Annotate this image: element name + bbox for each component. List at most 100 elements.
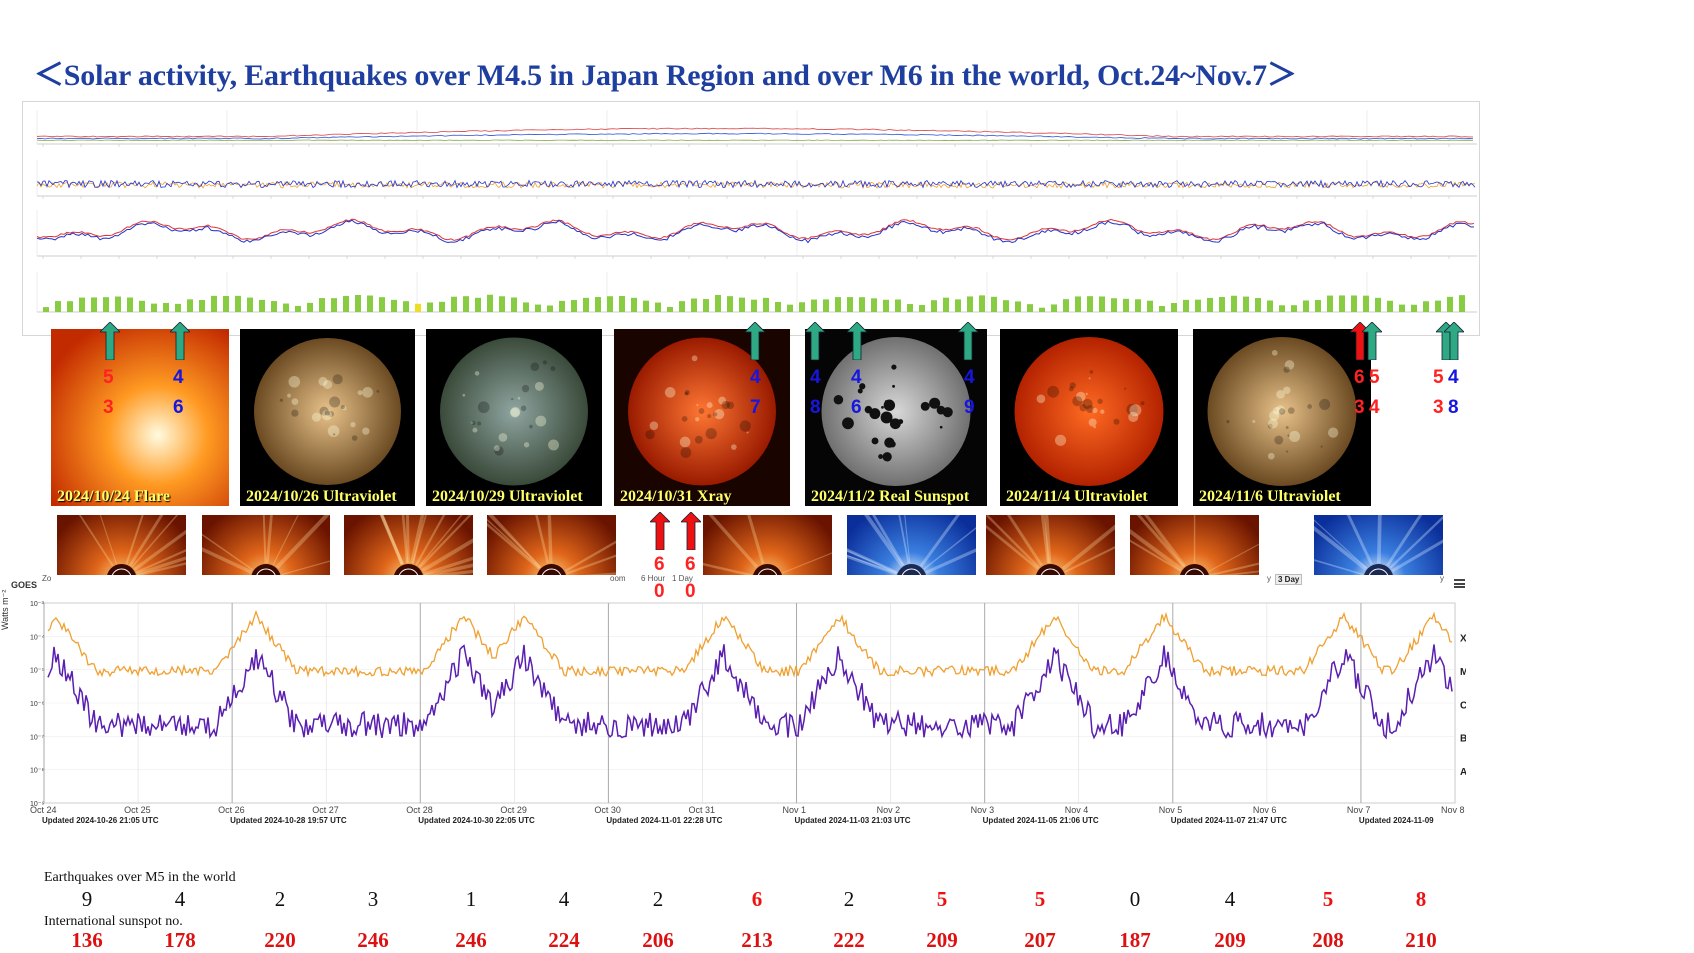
magnitude-digit: 5 (1369, 368, 1380, 387)
magnitude-digit: 6 (851, 398, 862, 417)
magnitude-digit: 4 (810, 368, 821, 387)
y-tick-label: 10⁻⁸ (30, 768, 44, 775)
zoom-label-2: oom (610, 574, 626, 583)
y-tick-label: 10⁻⁷ (30, 734, 44, 741)
date-label: Oct 31 (688, 805, 715, 815)
date-label: Nov 3 (971, 805, 995, 815)
sunspot-count: 246 (343, 928, 403, 953)
magnitude-digit: 3 (1354, 398, 1365, 417)
magnitude-digit: 4 (750, 368, 761, 387)
range-day-button-2[interactable]: y (1440, 574, 1444, 583)
magnitude-digit: 7 (750, 398, 761, 417)
magnitude-digit: 5 (1433, 368, 1444, 387)
flare-class-label: C (1460, 700, 1466, 711)
updated-label: Updated 2024-11-07 21:47 UTC (1171, 816, 1287, 825)
sunspot-count: 178 (150, 928, 210, 953)
sunspot-count: 222 (819, 928, 879, 953)
arrow-icon (650, 512, 670, 550)
y-axis-label: Watts m⁻² (0, 590, 11, 630)
satellite-charts (23, 102, 1479, 335)
updated-label: Updated 2024-11-05 21:06 UTC (983, 816, 1099, 825)
date-label: Oct 29 (500, 805, 527, 815)
y-tick-label: 10⁻⁶ (30, 701, 44, 708)
y-tick-label: 10⁻³ (30, 601, 44, 608)
arrow-icon (745, 322, 765, 360)
date-label: Nov 8 (1441, 805, 1465, 815)
sunspot-count: 220 (250, 928, 310, 953)
earthquake-count: 4 (1210, 887, 1250, 912)
earthquake-count: 8 (1401, 887, 1441, 912)
range-day-button[interactable]: y (1267, 574, 1271, 583)
solar-image-caption: 2024/10/29 Ultraviolet (426, 488, 602, 506)
earthquake-count: 9 (67, 887, 107, 912)
date-label: Oct 30 (594, 805, 621, 815)
earthquake-count: 4 (160, 887, 200, 912)
earthquake-count: 4 (544, 887, 584, 912)
earthquake-count: 3 (353, 887, 393, 912)
earthquake-count: 5 (1020, 887, 1060, 912)
solar-image-caption: 2024/11/4 Ultraviolet (1000, 488, 1178, 506)
arrow-icon (805, 322, 825, 360)
date-label: Nov 4 (1065, 805, 1089, 815)
range-3day-button[interactable]: 3 Day (1275, 574, 1302, 585)
magnitude-digit: 6 (685, 555, 696, 574)
arrow-icon (100, 322, 120, 360)
page-title: ＜Solar activity, Earthquakes over M4.5 i… (34, 50, 1297, 94)
earthquake-count: 2 (829, 887, 869, 912)
date-label: Nov 6 (1253, 805, 1277, 815)
earthquake-count: 2 (260, 887, 300, 912)
arrow-icon (1444, 322, 1464, 360)
y-tick-label: 10⁻⁴ (30, 634, 45, 641)
solar-image-caption: 2024/10/26 Ultraviolet (240, 488, 415, 506)
sunspot-count: 213 (727, 928, 787, 953)
date-label: Oct 24 (30, 805, 57, 815)
earthquake-count: 1 (451, 887, 491, 912)
sunspot-count: 246 (441, 928, 501, 953)
magnitude-digit: 8 (810, 398, 821, 417)
solar-image: 2024/11/6 Ultraviolet (1193, 329, 1371, 506)
magnitude-digit: 0 (654, 582, 665, 601)
magnitude-digit: 5 (103, 368, 114, 387)
menu-icon[interactable] (1454, 579, 1465, 588)
solar-image-caption: 2024/11/2 Real Sunspot (805, 488, 987, 506)
arrow-icon (847, 322, 867, 360)
arrow-icon (958, 322, 978, 360)
sunspot-count: 207 (1010, 928, 1070, 953)
arrow-icon (170, 322, 190, 360)
sunspot-count: 136 (57, 928, 117, 953)
magnitude-digit: 6 (173, 398, 184, 417)
sunspot-count: 206 (628, 928, 688, 953)
magnitude-digit: 0 (685, 582, 696, 601)
earthquake-count: 0 (1115, 887, 1155, 912)
sunspot-count: 224 (534, 928, 594, 953)
updated-label: Updated 2024-11-01 22:28 UTC (606, 816, 722, 825)
solar-image-caption: 2024/10/31 Xray (614, 488, 790, 506)
magnitude-digit: 4 (851, 368, 862, 387)
date-label: Nov 5 (1159, 805, 1183, 815)
short-wavelength-series (48, 644, 1452, 738)
flare-class-label: A (1460, 767, 1466, 778)
arrow-icon (1362, 322, 1382, 360)
flare-class-label: M (1460, 667, 1466, 678)
date-label: Oct 25 (124, 805, 151, 815)
magnitude-digit: 9 (964, 398, 975, 417)
earthquake-count: 6 (737, 887, 777, 912)
solar-image: 2024/11/4 Ultraviolet (1000, 329, 1178, 506)
satellite-data-panel (22, 101, 1480, 336)
sunspot-count: 210 (1391, 928, 1451, 953)
date-label: Oct 28 (406, 805, 433, 815)
solar-image: 2024/10/29 Ultraviolet (426, 329, 602, 506)
flare-class-label: X (1460, 634, 1466, 645)
updated-label: Updated 2024-10-26 21:05 UTC (42, 816, 159, 825)
flare-class-label: B (1460, 734, 1466, 745)
sunspot-count: 187 (1105, 928, 1165, 953)
updated-label: Updated 2024-10-30 22:05 UTC (418, 816, 535, 825)
magnitude-digit: 8 (1448, 398, 1459, 417)
updated-label: Updated 2024-10-28 19:57 UTC (230, 816, 347, 825)
updated-label: Updated 2024-11-09 (1359, 816, 1434, 825)
date-label: Nov 2 (877, 805, 901, 815)
earthquake-count: 5 (1308, 887, 1348, 912)
y-tick-label: 10⁻⁵ (30, 668, 44, 675)
